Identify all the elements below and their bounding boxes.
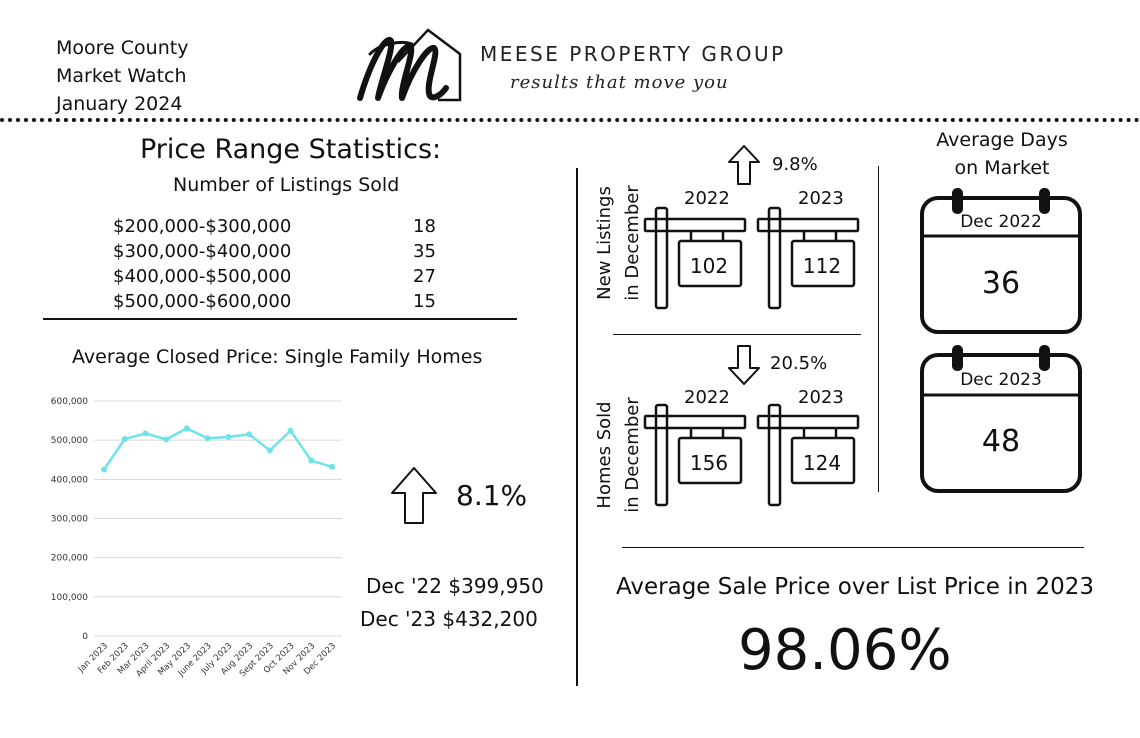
closed-price-chart: 0 100,000 200,000 300,000 400,000 500,000 600,… (51, 397, 342, 679)
column-divider (878, 166, 879, 492)
header-county: Moore County (56, 37, 189, 59)
data-point (142, 430, 149, 437)
data-point (183, 425, 190, 432)
y-tick-label: 200,000 (51, 554, 88, 564)
data-point (329, 463, 335, 470)
calendar-dec2023-label: Dec 2023 (960, 370, 1042, 390)
homes-sold-label: Homes Sold (592, 390, 618, 520)
data-point (101, 466, 107, 473)
calendar-icon (920, 345, 1082, 493)
y-tick-label: 500,000 (51, 436, 88, 446)
price-range-table: $200,000-$300,000 18 $300,000-$400,000 3… (113, 214, 453, 318)
price-range-row: $500,000-$600,000 15 (113, 289, 453, 314)
header-date: January 2024 (56, 93, 183, 115)
range-count: 15 (413, 291, 436, 312)
section-divider (622, 547, 1084, 548)
days-on-market-title-line1: Average Days (936, 129, 1068, 151)
new-listings-label: New Listings (592, 178, 618, 308)
brand-tagline: results that move you (510, 72, 729, 93)
new-listings-change: 9.8% (772, 154, 818, 175)
price-range-row: $300,000-$400,000 35 (113, 239, 453, 264)
data-point (266, 447, 273, 454)
y-tick-label: 0 (82, 632, 88, 642)
arrow-up-icon (391, 467, 437, 524)
days-on-market-title: Average Days on Market (920, 126, 1084, 182)
arrow-up-icon (728, 145, 760, 185)
sign-post-icon (756, 206, 860, 310)
closed-price-title: Average Closed Price: Single Family Home… (72, 346, 483, 368)
sale-price-title: Average Sale Price over List Price in 20… (616, 574, 1095, 600)
header-title: Market Watch (56, 65, 187, 87)
range-label: $400,000-$500,000 (113, 266, 292, 287)
y-tick-label: 300,000 (51, 515, 88, 525)
data-point (121, 435, 128, 442)
homes-sold-label-line1: Homes Sold (594, 401, 615, 509)
y-tick-label: 600,000 (51, 397, 88, 407)
arrow-down-icon (728, 345, 760, 385)
new-listings-2022-value: 102 (689, 254, 729, 278)
price-range-row: $400,000-$500,000 27 (113, 264, 453, 289)
homes-sold-year-2023: 2023 (798, 387, 844, 408)
new-listings-year-2022: 2022 (684, 188, 730, 209)
price-range-title: Price Range Statistics: (140, 134, 442, 165)
calendar-dec2023-value: 48 (981, 424, 1021, 459)
calendar-dec2022-label: Dec 2022 (960, 212, 1042, 232)
y-tick-label: 400,000 (51, 475, 88, 485)
sale-price-value: 98.06% (738, 618, 952, 683)
calendar-icon (920, 188, 1082, 334)
homes-sold-year-2022: 2022 (684, 387, 730, 408)
range-label: $300,000-$400,000 (113, 241, 292, 262)
new-listings-2023-value: 112 (802, 254, 842, 278)
data-point (163, 436, 170, 443)
new-listings-label-line1: New Listings (594, 186, 615, 300)
range-label: $200,000-$300,000 (113, 216, 292, 237)
data-point (246, 431, 253, 438)
header-divider (0, 118, 1140, 122)
closed-price-dec23: Dec '23 $432,200 (360, 607, 538, 631)
sign-post-icon (756, 403, 860, 507)
price-range-subtitle: Number of Listings Sold (173, 174, 400, 196)
section-divider (613, 334, 861, 335)
closed-price-change: 8.1% (456, 479, 528, 512)
series-line (102, 427, 333, 471)
range-label: $500,000-$600,000 (113, 291, 292, 312)
section-divider (43, 318, 517, 320)
y-tick-label: 100,000 (51, 593, 88, 603)
days-on-market-title-line2: on Market (954, 157, 1050, 179)
range-count: 18 (413, 216, 436, 237)
sign-post-icon (643, 403, 747, 507)
sign-post-icon (643, 206, 747, 310)
column-divider (576, 168, 578, 686)
data-point (308, 457, 315, 464)
range-count: 27 (413, 266, 436, 287)
price-range-row: $200,000-$300,000 18 (113, 214, 453, 239)
data-point (287, 427, 294, 434)
data-point (204, 435, 211, 442)
homes-sold-change: 20.5% (770, 353, 828, 374)
range-count: 35 (413, 241, 436, 262)
homes-sold-2023-value: 124 (802, 451, 842, 475)
homes-sold-2022-value: 156 (689, 451, 729, 475)
closed-price-dec22: Dec '22 $399,950 (366, 574, 544, 598)
brand-logo (357, 28, 462, 102)
calendar-dec2022-value: 36 (981, 266, 1021, 301)
data-point (225, 434, 232, 441)
brand-name: MEESE PROPERTY GROUP (480, 42, 786, 66)
new-listings-year-2023: 2023 (798, 188, 844, 209)
